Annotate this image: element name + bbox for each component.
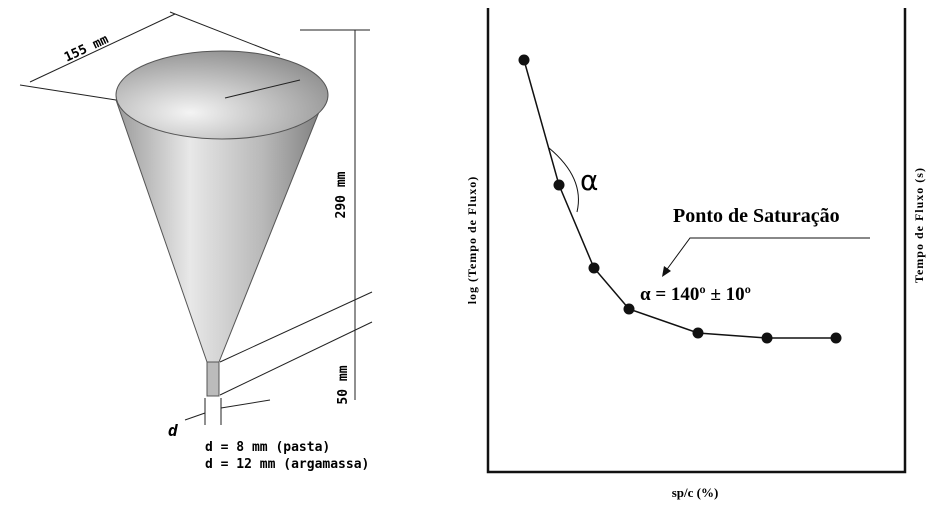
angle-value: α = 140º ± 10º	[640, 284, 751, 305]
d-pasta: d = 8 mm (pasta)	[205, 440, 330, 455]
angle-arc	[549, 148, 578, 212]
angle-symbol: α	[580, 164, 598, 197]
saturation-label: Ponto de Saturação	[673, 205, 840, 227]
page: 155 mm 290 mm 50 mm d d = 8 mm (pasta) d…	[0, 0, 929, 506]
saturation-graph: α Ponto de Saturação α = 140º ± 10º log …	[465, 8, 926, 500]
top-diameter: 155 mm	[62, 32, 111, 66]
cone-height: 290 mm	[334, 171, 349, 218]
cone-stem	[207, 362, 219, 396]
pointer-line	[665, 238, 870, 272]
stem-length: 50 mm	[336, 365, 351, 404]
d-argamassa: d = 12 mm (argamassa)	[205, 457, 369, 472]
cone-mouth	[116, 51, 328, 139]
pointer-arrow	[662, 266, 671, 277]
graph-frame	[488, 8, 905, 472]
x-axis-label: sp/c (%)	[672, 485, 719, 500]
y2-axis-label: Tempo de Fluxo (s)	[912, 167, 926, 283]
marsh-cone: 155 mm 290 mm 50 mm d d = 8 mm (pasta) d…	[20, 12, 372, 472]
d-symbol: d	[168, 421, 178, 440]
y-axis-label: log (Tempo de Fluxo)	[465, 176, 479, 305]
